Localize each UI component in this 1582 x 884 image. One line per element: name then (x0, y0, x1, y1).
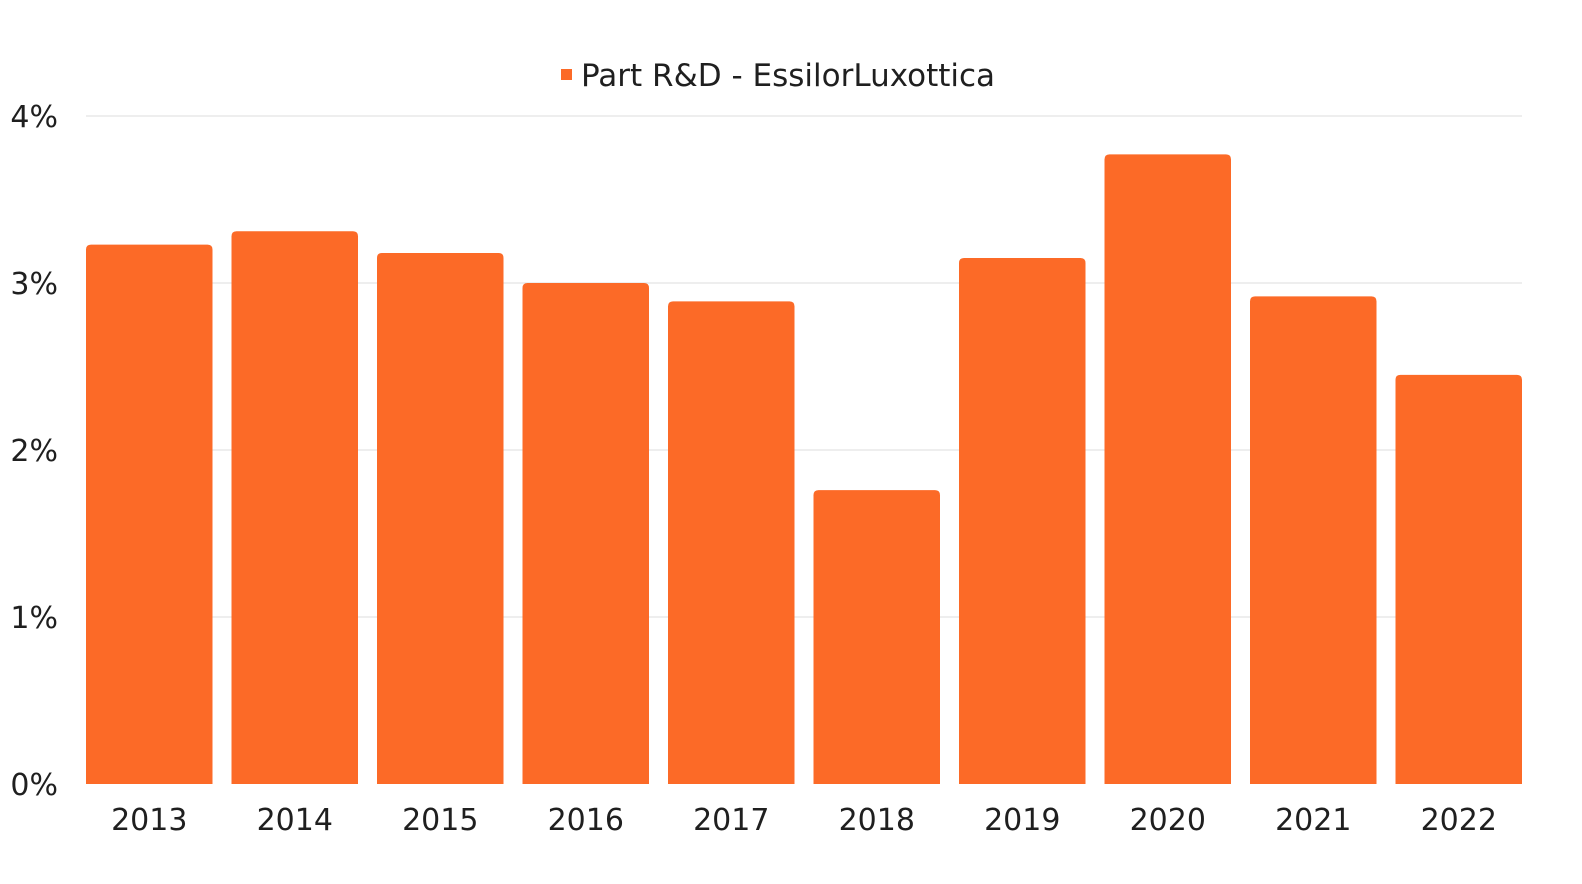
x-tick-label: 2020 (1130, 803, 1206, 838)
x-tick-label: 2015 (402, 803, 478, 838)
legend-swatch (561, 69, 572, 80)
bar-2015 (377, 252, 504, 784)
x-tick-label: 2013 (111, 803, 187, 838)
x-tick-label: 2019 (984, 803, 1060, 838)
bar-2017 (668, 301, 795, 784)
y-tick-label: 0% (10, 768, 58, 803)
y-tick-label: 3% (10, 267, 58, 302)
bar-2021 (1250, 296, 1377, 784)
y-tick-label: 4% (10, 100, 58, 135)
bar-2013 (86, 244, 213, 785)
bar-2022 (1395, 374, 1522, 784)
bars (86, 154, 1522, 785)
x-tick-label: 2022 (1421, 803, 1497, 838)
x-tick-label: 2016 (548, 803, 624, 838)
bar-2019 (959, 257, 1086, 784)
x-tick-label: 2017 (693, 803, 769, 838)
legend-label: Part R&D - EssilorLuxottica (581, 58, 995, 94)
bar-2014 (231, 231, 358, 785)
x-tick-label: 2018 (839, 803, 915, 838)
legend: Part R&D - EssilorLuxottica (561, 58, 995, 94)
x-tick-label: 2021 (1275, 803, 1351, 838)
y-tick-label: 1% (10, 601, 58, 636)
bar-2016 (522, 283, 649, 784)
bar-2018 (813, 490, 940, 784)
x-tick-label: 2014 (257, 803, 333, 838)
bar-2020 (1104, 154, 1231, 784)
axes: 0% 1% 2% 3% 4% 2013 2014 2015 2016 2017 2018 2019 20… (10, 100, 1497, 838)
y-tick-label: 2% (10, 434, 58, 469)
